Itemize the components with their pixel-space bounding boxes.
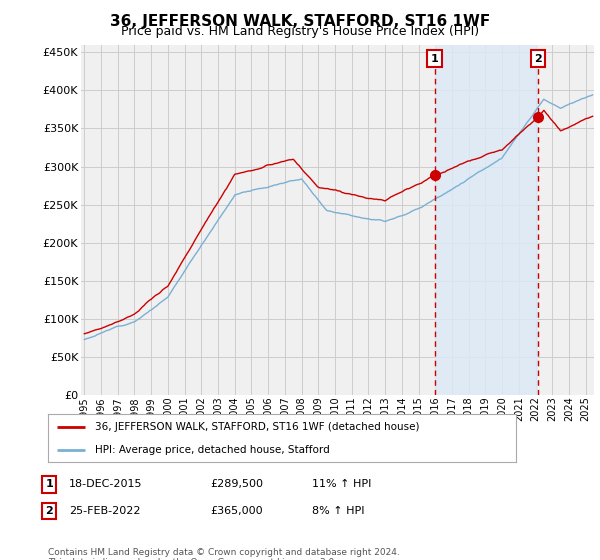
Text: 11% ↑ HPI: 11% ↑ HPI (312, 479, 371, 489)
Text: 36, JEFFERSON WALK, STAFFORD, ST16 1WF (detached house): 36, JEFFERSON WALK, STAFFORD, ST16 1WF (… (95, 422, 419, 432)
Text: £365,000: £365,000 (210, 506, 263, 516)
Text: £289,500: £289,500 (210, 479, 263, 489)
Bar (434, 45, 538, 395)
Text: 25-FEB-2022: 25-FEB-2022 (69, 506, 140, 516)
Text: Price paid vs. HM Land Registry's House Price Index (HPI): Price paid vs. HM Land Registry's House … (121, 25, 479, 38)
Text: HPI: Average price, detached house, Stafford: HPI: Average price, detached house, Staf… (95, 445, 329, 455)
Text: 18-DEC-2015: 18-DEC-2015 (69, 479, 143, 489)
Text: 1: 1 (46, 479, 53, 489)
Text: 1: 1 (431, 54, 439, 64)
Text: 2: 2 (46, 506, 53, 516)
Text: 2: 2 (534, 54, 542, 64)
Text: 36, JEFFERSON WALK, STAFFORD, ST16 1WF: 36, JEFFERSON WALK, STAFFORD, ST16 1WF (110, 14, 490, 29)
Text: Contains HM Land Registry data © Crown copyright and database right 2024.
This d: Contains HM Land Registry data © Crown c… (48, 548, 400, 560)
Text: 8% ↑ HPI: 8% ↑ HPI (312, 506, 365, 516)
